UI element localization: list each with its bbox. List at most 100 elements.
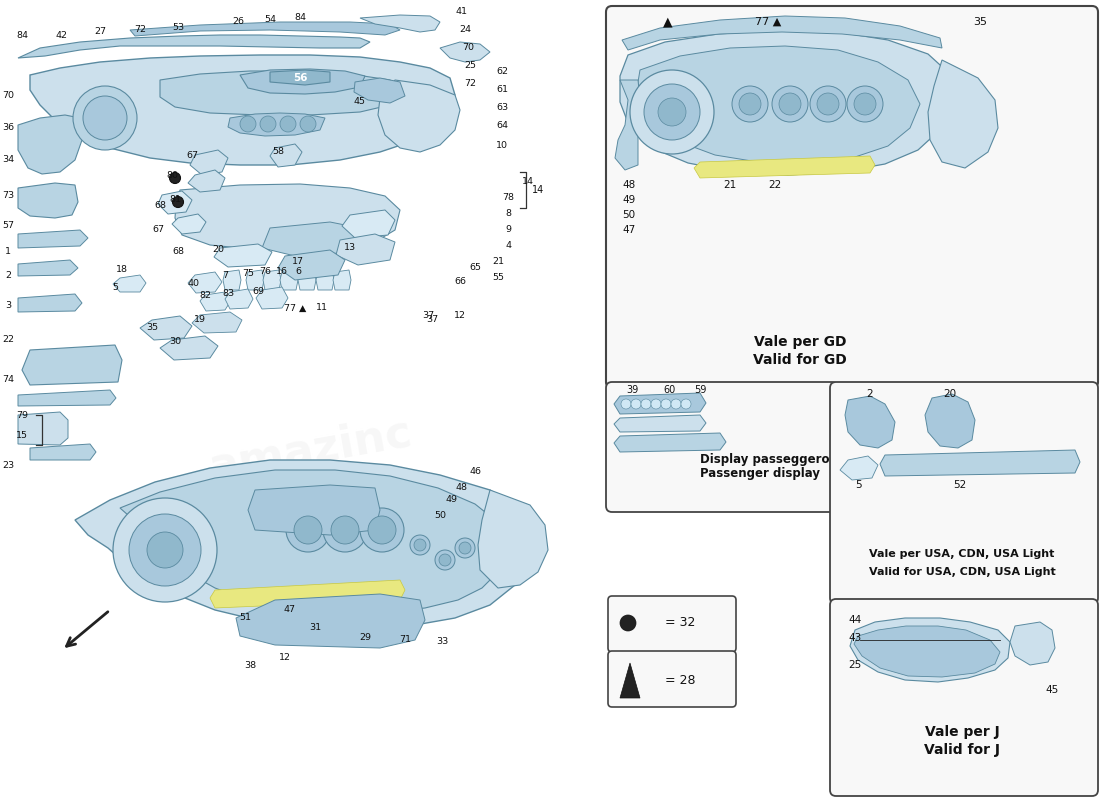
Polygon shape xyxy=(270,144,302,167)
Text: ▲: ▲ xyxy=(663,15,673,29)
Polygon shape xyxy=(18,183,78,218)
Text: 45: 45 xyxy=(354,98,366,106)
Polygon shape xyxy=(620,663,640,698)
Text: 18: 18 xyxy=(116,266,128,274)
Polygon shape xyxy=(18,260,78,276)
Polygon shape xyxy=(316,270,334,290)
Circle shape xyxy=(661,399,671,409)
Text: 2: 2 xyxy=(867,389,873,399)
Text: 67: 67 xyxy=(186,150,198,159)
FancyBboxPatch shape xyxy=(606,382,838,512)
Circle shape xyxy=(854,93,876,115)
Polygon shape xyxy=(336,234,395,265)
Circle shape xyxy=(772,86,808,122)
Text: 80: 80 xyxy=(166,170,178,179)
Polygon shape xyxy=(1010,622,1055,665)
Polygon shape xyxy=(614,393,706,414)
Polygon shape xyxy=(880,450,1080,476)
Polygon shape xyxy=(280,270,298,290)
Text: 37: 37 xyxy=(426,315,438,325)
Text: 25: 25 xyxy=(848,660,861,670)
Polygon shape xyxy=(298,270,316,290)
Text: 9: 9 xyxy=(505,226,512,234)
Text: 23: 23 xyxy=(2,461,14,470)
Text: 84: 84 xyxy=(294,14,306,22)
Text: 48: 48 xyxy=(621,180,636,190)
Polygon shape xyxy=(440,42,490,62)
Circle shape xyxy=(641,399,651,409)
Circle shape xyxy=(410,535,430,555)
Polygon shape xyxy=(18,412,68,445)
Circle shape xyxy=(260,116,276,132)
Polygon shape xyxy=(236,594,425,648)
Polygon shape xyxy=(22,345,122,385)
Text: 53: 53 xyxy=(172,23,184,33)
Text: 59: 59 xyxy=(694,385,706,395)
Text: 43: 43 xyxy=(848,633,861,643)
Polygon shape xyxy=(615,80,640,170)
Polygon shape xyxy=(75,460,535,628)
Text: 72: 72 xyxy=(464,79,476,89)
Text: 8: 8 xyxy=(505,210,512,218)
Text: 34: 34 xyxy=(2,155,14,165)
Text: 54: 54 xyxy=(264,15,276,25)
Text: 16: 16 xyxy=(276,267,288,277)
Polygon shape xyxy=(160,71,400,115)
Circle shape xyxy=(817,93,839,115)
Circle shape xyxy=(658,98,686,126)
Polygon shape xyxy=(854,626,1000,677)
Circle shape xyxy=(644,84,700,140)
Text: 61: 61 xyxy=(496,86,508,94)
Polygon shape xyxy=(240,69,365,94)
Polygon shape xyxy=(360,15,440,32)
Text: 49: 49 xyxy=(621,195,636,205)
Polygon shape xyxy=(270,70,330,85)
Circle shape xyxy=(82,96,126,140)
Text: 68: 68 xyxy=(172,247,184,257)
Text: 79: 79 xyxy=(16,410,28,419)
Text: 1: 1 xyxy=(6,247,11,257)
Text: 76: 76 xyxy=(258,267,271,277)
Text: 5: 5 xyxy=(112,283,118,293)
Text: 35: 35 xyxy=(974,17,987,27)
Text: 83: 83 xyxy=(222,289,234,298)
Text: 70: 70 xyxy=(462,43,474,53)
Text: Valid for GD: Valid for GD xyxy=(754,353,847,367)
Text: Display passeggero: Display passeggero xyxy=(700,454,829,466)
Text: Passenger display: Passenger display xyxy=(700,467,820,481)
Text: 46: 46 xyxy=(470,467,482,477)
Circle shape xyxy=(439,554,451,566)
Text: Vale per J: Vale per J xyxy=(925,725,1000,739)
Text: 77 ▲: 77 ▲ xyxy=(755,17,781,27)
Polygon shape xyxy=(620,30,955,175)
Text: Valid for J: Valid for J xyxy=(924,743,1000,757)
Circle shape xyxy=(414,539,426,551)
Polygon shape xyxy=(342,210,395,238)
Polygon shape xyxy=(248,485,380,535)
Polygon shape xyxy=(246,270,264,290)
Polygon shape xyxy=(228,113,324,136)
Text: 10: 10 xyxy=(496,141,508,150)
Polygon shape xyxy=(18,294,82,312)
Text: 24: 24 xyxy=(459,26,471,34)
Polygon shape xyxy=(18,390,116,406)
FancyBboxPatch shape xyxy=(608,596,736,652)
Text: 15: 15 xyxy=(16,430,28,439)
Text: 33: 33 xyxy=(436,638,448,646)
Text: 37: 37 xyxy=(422,310,435,319)
Text: 81: 81 xyxy=(169,195,182,205)
Polygon shape xyxy=(850,618,1010,682)
Text: 22: 22 xyxy=(2,335,14,345)
Text: 22: 22 xyxy=(769,180,782,190)
Text: 4: 4 xyxy=(505,242,512,250)
Text: 21: 21 xyxy=(492,258,504,266)
Polygon shape xyxy=(378,80,460,152)
Polygon shape xyxy=(200,292,230,311)
Text: parts: parts xyxy=(801,474,900,506)
Text: 64: 64 xyxy=(496,122,508,130)
Polygon shape xyxy=(614,415,706,432)
Text: 19: 19 xyxy=(194,315,206,325)
Text: 11: 11 xyxy=(316,303,328,313)
Text: 75: 75 xyxy=(242,269,254,278)
Text: 78: 78 xyxy=(502,194,514,202)
